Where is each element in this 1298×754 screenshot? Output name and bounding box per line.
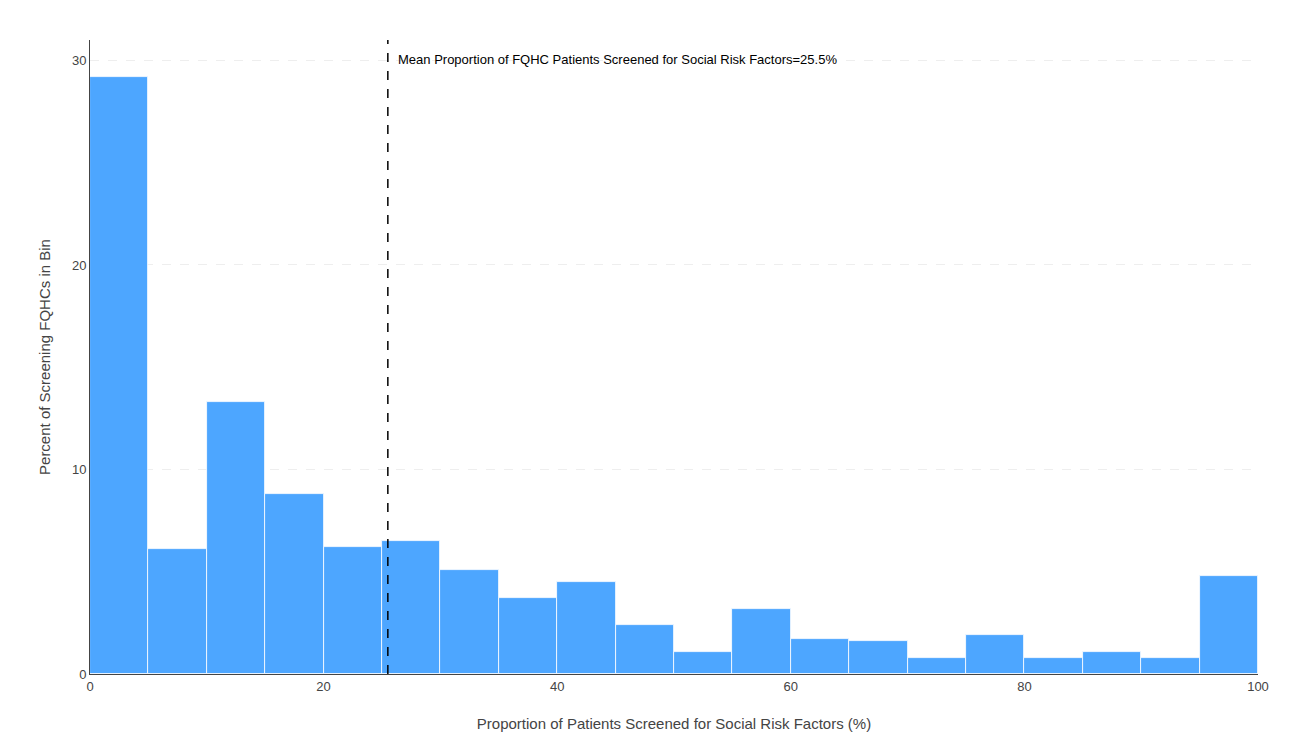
svg-text:40: 40 [550, 679, 564, 694]
svg-text:10: 10 [72, 462, 86, 477]
svg-text:20: 20 [72, 258, 86, 273]
svg-text:0: 0 [79, 667, 86, 682]
svg-text:30: 30 [72, 53, 86, 68]
svg-text:100: 100 [1247, 679, 1269, 694]
svg-text:0: 0 [86, 679, 93, 694]
svg-text:Percent of Screening FQHCs in: Percent of Screening FQHCs in Bin [36, 239, 53, 475]
svg-text:60: 60 [784, 679, 798, 694]
svg-text:80: 80 [1017, 679, 1031, 694]
svg-text:Mean Proportion of FQHC Patien: Mean Proportion of FQHC Patients Screene… [398, 52, 837, 67]
svg-text:20: 20 [316, 679, 330, 694]
svg-text:Proportion of Patients Screene: Proportion of Patients Screened for Soci… [477, 715, 871, 732]
